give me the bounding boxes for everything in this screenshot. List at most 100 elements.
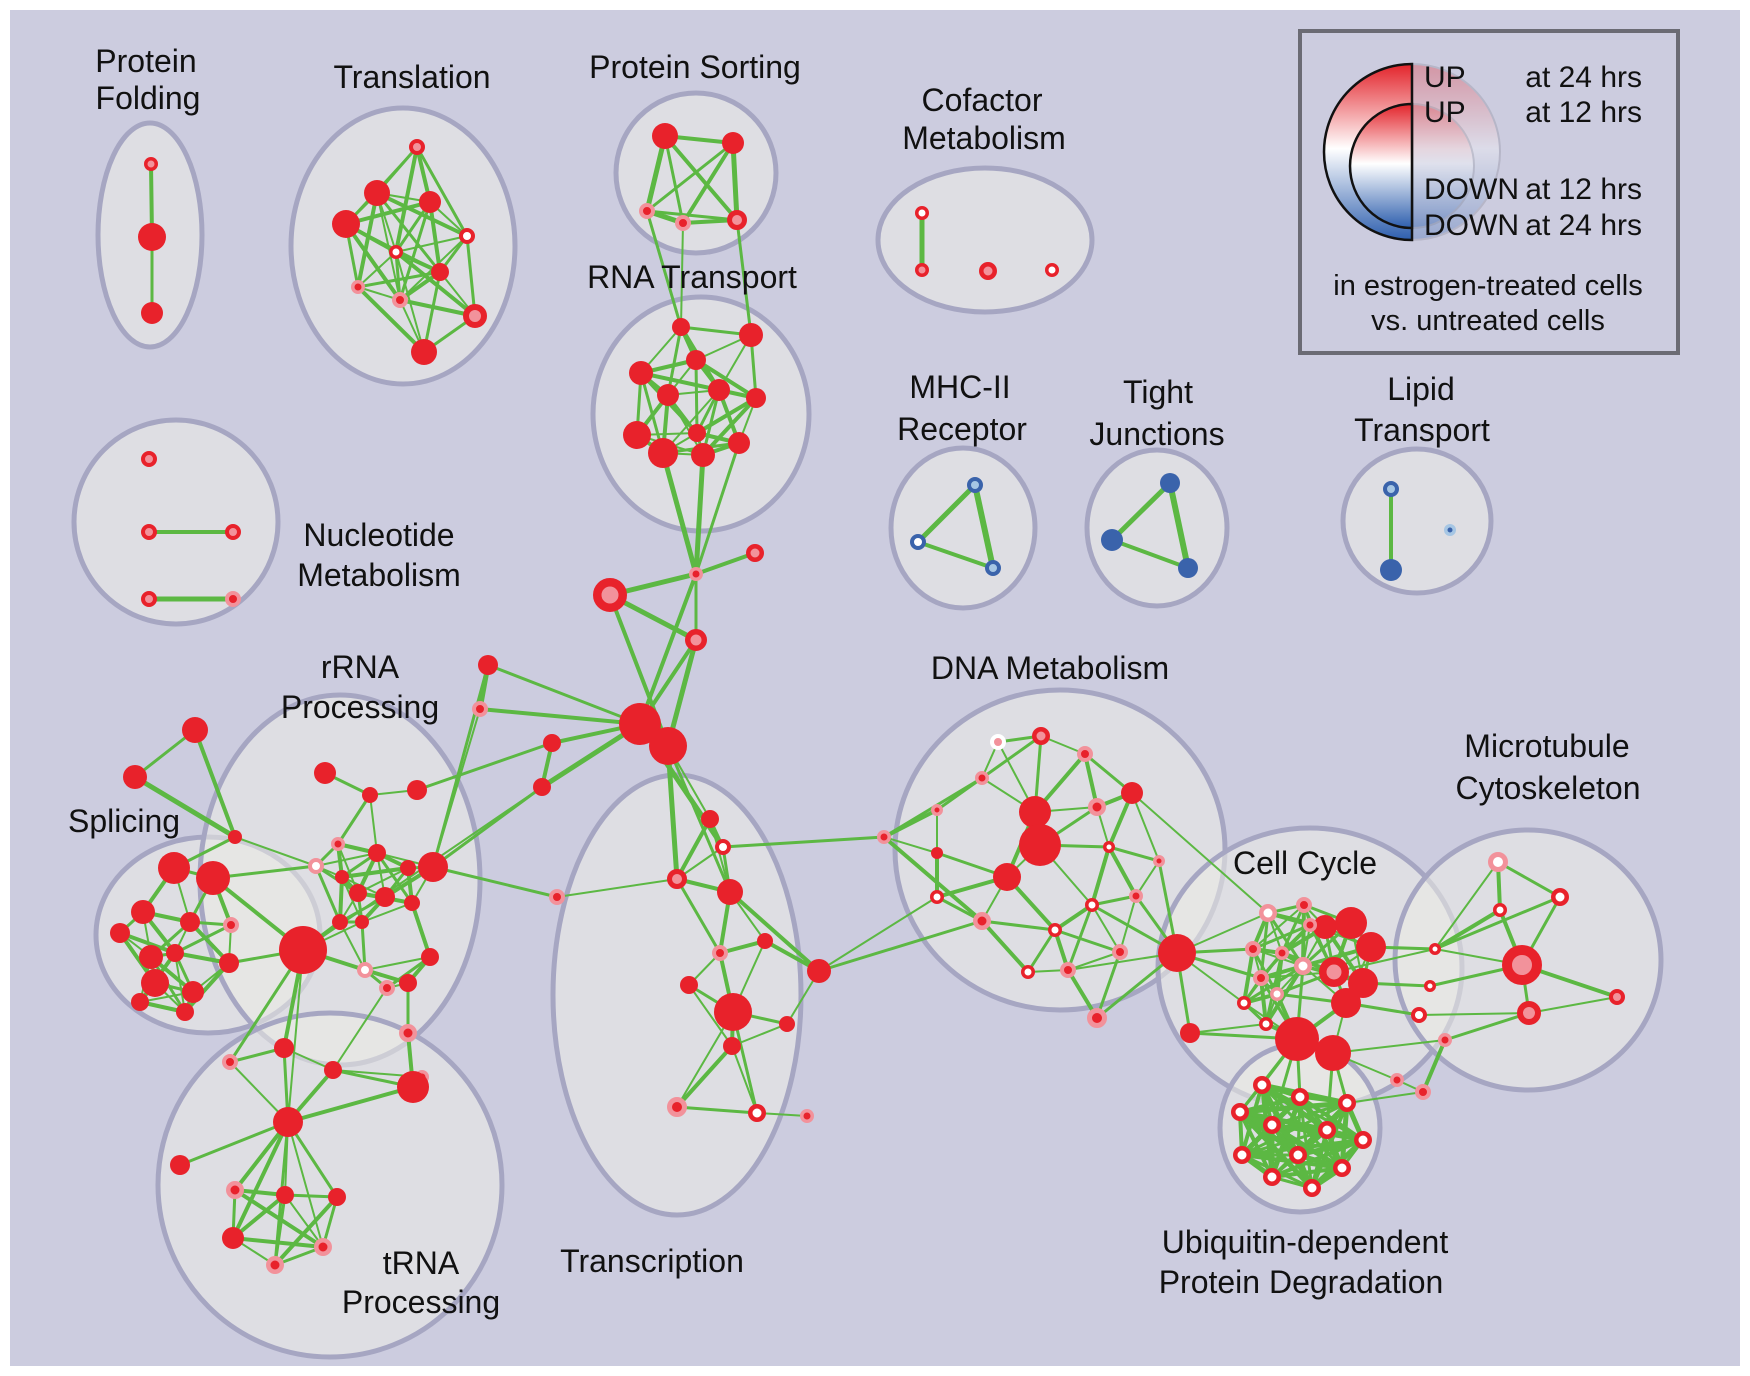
inter-cluster-edge xyxy=(666,744,732,894)
dna-metabolism-node xyxy=(1021,965,1035,979)
protein-folding-node xyxy=(144,157,158,171)
ubiquitin-degradation-node xyxy=(1303,1179,1321,1197)
ubiquitin-degradation-node xyxy=(1263,1116,1281,1134)
connectors-node xyxy=(593,578,627,612)
nucleotide-metabolism-node xyxy=(141,591,157,607)
tight-junctions-label: Tight xyxy=(1123,374,1193,410)
rrna-processing-label: rRNA xyxy=(321,649,400,685)
rrna-processing-node xyxy=(279,926,327,974)
translation-node xyxy=(459,228,475,244)
dna-metabolism-edge xyxy=(980,734,1043,780)
dna-metabolism-label: DNA Metabolism xyxy=(931,650,1169,686)
dna-metabolism-node xyxy=(931,804,943,816)
connectors-edge xyxy=(193,728,237,839)
connectors-node xyxy=(689,567,703,581)
dna-metabolism-edge xyxy=(980,919,1030,974)
trna-processing-edge xyxy=(231,1193,287,1240)
mhc-ii-receptor-label: MHC-II xyxy=(909,369,1010,405)
protein-sorting-edge xyxy=(663,134,685,225)
tight-junctions-edge xyxy=(1110,538,1190,570)
ubiquitin-degradation-node xyxy=(1233,1146,1251,1164)
transcription-node xyxy=(779,1016,795,1032)
translation-edge xyxy=(356,270,442,289)
trna-processing-node xyxy=(226,1181,244,1199)
nucleotide-metabolism-label: Metabolism xyxy=(297,557,461,593)
microtubule-cytoskeleton-node xyxy=(1429,943,1441,955)
dna-metabolism-node xyxy=(990,734,1006,750)
transcription-node xyxy=(549,889,565,905)
rna-transport-edge xyxy=(694,358,758,400)
cell-cycle-node xyxy=(1237,996,1251,1010)
dna-metabolism-node xyxy=(973,912,991,930)
ubiquitin-degradation-edge xyxy=(1270,1166,1344,1179)
translation-edge xyxy=(422,270,442,354)
trna-processing-node xyxy=(266,1256,284,1274)
legend-inner-circle-solid-half xyxy=(1348,102,1414,230)
rrna-processing-edge xyxy=(314,864,342,924)
trna-processing-label: tRNA xyxy=(383,1245,460,1281)
legend-time-label: at 12 hrs xyxy=(1525,96,1642,129)
rrna-processing-node xyxy=(331,837,345,851)
mhc-ii-receptor-node xyxy=(910,534,926,550)
protein-sorting-node xyxy=(727,210,747,230)
protein-sorting-node xyxy=(639,203,655,219)
connectors-node xyxy=(543,734,561,752)
cofactor-metabolism-node xyxy=(979,262,997,280)
connectors-node xyxy=(478,655,498,675)
mhc-ii-receptor-edge xyxy=(916,540,995,570)
cell-cycle-node xyxy=(1303,918,1317,932)
dna-metabolism-node xyxy=(1153,855,1165,867)
trna-processing-node xyxy=(222,1227,244,1249)
cell-cycle-edge xyxy=(1252,904,1305,950)
microtubule-cytoskeleton-node xyxy=(1438,1033,1452,1047)
translation-node xyxy=(392,292,408,308)
inter-cluster-edge xyxy=(211,864,318,880)
trna-processing-label: Processing xyxy=(342,1284,500,1320)
translation-edge xyxy=(344,222,402,302)
trna-processing-node xyxy=(274,1038,294,1058)
cell-cycle-node xyxy=(1315,1035,1351,1071)
dna-metabolism-node xyxy=(1087,1008,1107,1028)
transcription-node xyxy=(715,839,731,855)
lipid-transport-ellipse xyxy=(1340,446,1494,596)
dna-metabolism-edge xyxy=(1090,845,1111,907)
dna-metabolism-edge xyxy=(1107,845,1138,898)
cofactor-metabolism-ellipse xyxy=(875,165,1095,315)
translation-node xyxy=(389,245,403,259)
inter-cluster-edge xyxy=(693,452,706,577)
dna-metabolism-edge xyxy=(883,836,938,854)
dna-metabolism-node xyxy=(1129,889,1143,903)
connectors-node xyxy=(472,701,488,717)
cell-cycle-node xyxy=(1275,1017,1319,1061)
translation-label: Translation xyxy=(333,59,490,95)
trna-processing-edge xyxy=(231,1120,290,1240)
legend-box xyxy=(1298,29,1680,355)
dna-metabolism-edge xyxy=(980,919,1057,932)
dna-metabolism-edge xyxy=(1053,928,1122,954)
transcription-edge xyxy=(731,1045,758,1114)
translation-node xyxy=(411,339,437,365)
connectors-node xyxy=(685,629,707,651)
protein-sorting-edge xyxy=(663,134,739,222)
rrna-processing-edge xyxy=(410,901,432,959)
inter-cluster-edge xyxy=(287,949,304,1123)
transcription-node xyxy=(680,976,698,994)
legend-direction-label: DOWN xyxy=(1424,209,1519,242)
dna-metabolism-node xyxy=(993,863,1021,891)
rrna-processing-node xyxy=(308,858,324,874)
inter-cluster-edge xyxy=(431,865,559,899)
legend-time-label: at 24 hrs xyxy=(1525,61,1642,94)
protein-folding-label: Protein xyxy=(95,43,196,79)
transcription-node xyxy=(748,1104,766,1122)
connectors-edge xyxy=(132,774,238,840)
mhc-ii-receptor-label: Receptor xyxy=(897,411,1027,447)
tight-junctions-node xyxy=(1101,529,1123,551)
rna-transport-node xyxy=(623,421,651,449)
rrna-processing-node xyxy=(407,780,427,800)
trna-processing-node xyxy=(273,1107,303,1137)
tight-junctions-edge xyxy=(1167,480,1191,571)
dna-metabolism-edge xyxy=(1131,792,1160,862)
dna-metabolism-node xyxy=(931,847,943,859)
legend-direction-label: UP xyxy=(1424,61,1466,94)
